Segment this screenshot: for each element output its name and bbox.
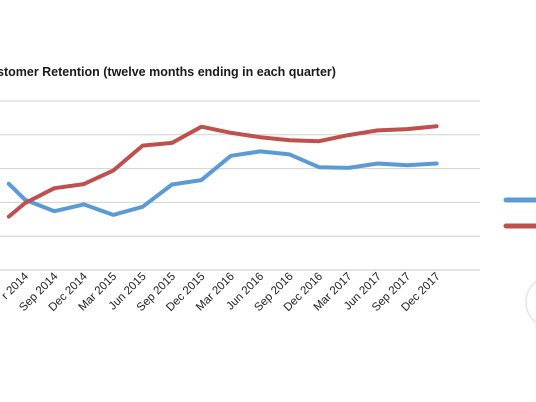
decorative-circle: [525, 280, 536, 324]
legend: [503, 197, 536, 229]
chart-title: stomer Retention (twelve months ending i…: [0, 65, 336, 79]
series-lines: [6, 124, 439, 219]
series-line-2: [6, 124, 439, 219]
series-line-1: [6, 149, 439, 217]
